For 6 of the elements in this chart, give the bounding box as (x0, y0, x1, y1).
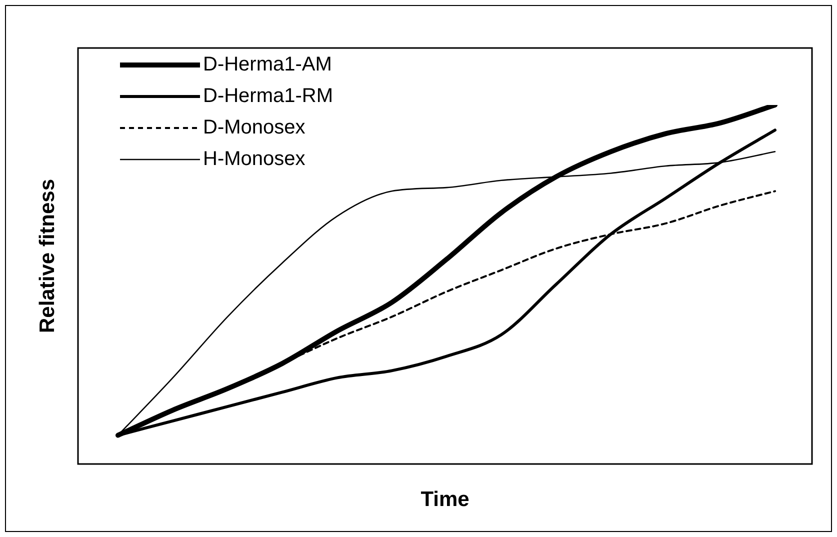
x-axis-title: Time (420, 488, 470, 511)
legend-label: D-Herma1-RM (203, 85, 333, 108)
legend-label: H-Monosex (203, 148, 306, 170)
y-axis-title: Relative fitness (36, 178, 59, 334)
legend-label: D-Herma1-AM (203, 54, 332, 76)
legend-label: D-Monosex (203, 116, 306, 139)
